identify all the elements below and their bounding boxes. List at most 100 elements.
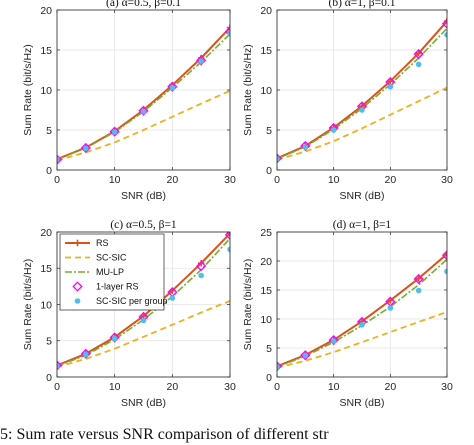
data-point-1-layer-rs <box>441 18 447 29</box>
axes-frame <box>56 9 231 171</box>
data-point-1-layer-rs <box>80 142 91 154</box>
x-tick-label: 10 <box>109 381 121 393</box>
x-tick-label: 30 <box>224 381 236 393</box>
y-axis-title: Sum Rate (bit/s/Hz) <box>22 44 34 136</box>
data-point-sc-sic-per-group <box>111 129 118 135</box>
data-point-sc-sic-per-group <box>227 30 230 36</box>
data-point-sc-sic-per-group <box>111 335 118 342</box>
x-tick-label: 0 <box>54 381 60 393</box>
y-tick-label: 0 <box>266 372 272 384</box>
legend-marker-rs <box>74 239 81 247</box>
data-point-1-layer-rs <box>328 335 339 346</box>
data-point-rs <box>415 50 422 57</box>
y-tick-label: 20 <box>40 5 52 17</box>
data-point-sc-sic-per-group <box>444 32 447 38</box>
y-axis-title: Sum Rate (bit/s/Hz) <box>242 259 254 351</box>
x-tick-label: 20 <box>384 174 396 186</box>
y-tick-label: 5 <box>266 343 272 355</box>
data-point-1-layer-rs <box>109 332 120 343</box>
data-point-1-layer-rs <box>224 232 230 241</box>
data-point-1-layer-rs <box>196 260 207 272</box>
x-axis-title: SNR (dB) <box>340 397 385 409</box>
data-point-sc-sic-per-group <box>227 246 230 253</box>
chart-panel-2: 0 10 20 30 0 5 10 15 20 SNR (dB) Sum Rate (bit/s/H… <box>242 0 453 202</box>
legend-label-sc-sic: SC-SIC <box>96 253 127 263</box>
data-point-1-layer-rs <box>57 360 63 371</box>
data-point-sc-sic-per-group <box>169 84 176 91</box>
x-tick-label: 0 <box>274 381 280 393</box>
legend-label-mu-lp: MU-LP <box>96 267 124 277</box>
x-tick-label: 0 <box>274 174 280 186</box>
x-tick-label: 0 <box>54 174 60 186</box>
legend-label-1-layer-rs: 1-layer RS <box>96 282 139 292</box>
y-tick-label: 10 <box>40 85 52 97</box>
data-point-1-layer-rs <box>441 250 447 261</box>
data-point-sc-sic-per-group <box>387 305 394 311</box>
data-point-sc-sic-per-group <box>330 338 337 344</box>
x-tick-label: 30 <box>441 174 453 186</box>
x-tick-label: 20 <box>384 381 396 393</box>
y-tick-label: 15 <box>260 45 272 57</box>
data-point-sc-sic-per-group <box>302 352 309 359</box>
axes-frame <box>276 9 448 171</box>
plot-area <box>277 18 447 164</box>
data-point-sc-sic-per-group <box>444 268 447 275</box>
axes-frame <box>276 231 448 378</box>
data-point-1-layer-rs <box>138 105 149 116</box>
data-point-sc-sic-per-group <box>198 58 204 64</box>
plot-area <box>57 24 230 165</box>
legend-marker-sc-sic-per-group <box>74 298 81 304</box>
x-axis-title: SNR (dB) <box>121 397 166 409</box>
x-tick-label: 30 <box>224 174 236 186</box>
legend-marker-1-layer-rs <box>72 281 83 292</box>
data-point-rs <box>415 275 422 282</box>
chart-panel-4: 0 10 20 30 0 5 10 15 20 25 SNR (dB) Sum Rate (bit/s… <box>242 219 453 409</box>
plot-area <box>57 232 230 371</box>
x-tick-label: 10 <box>328 381 340 393</box>
data-point-sc-sic-per-group <box>359 107 365 113</box>
y-tick-label: 20 <box>260 256 272 268</box>
series-line-sc-sic <box>57 300 230 368</box>
chart-title: (c) α=0.5, β=1 <box>110 219 177 231</box>
axes-frame <box>56 231 231 378</box>
x-axis-title: SNR (dB) <box>121 190 166 202</box>
x-tick-label: 20 <box>166 174 178 186</box>
data-point-sc-sic-per-group <box>277 364 280 370</box>
data-point-sc-sic-per-group <box>169 295 176 301</box>
y-axis-title: Sum Rate (bit/s/Hz) <box>242 44 254 136</box>
y-tick-label: 0 <box>46 372 52 384</box>
chart-title: (a) α=0.5, β=0.1 <box>106 0 181 9</box>
legend-box <box>59 233 165 311</box>
y-tick-label: 15 <box>40 263 52 275</box>
data-point-1-layer-rs <box>277 361 283 372</box>
y-tick-label: 15 <box>40 45 52 57</box>
series-line-mu-lp <box>277 27 447 160</box>
data-point-sc-sic-per-group <box>330 127 337 133</box>
x-tick-label: 10 <box>109 174 121 186</box>
data-point-sc-sic-per-group <box>140 108 147 115</box>
y-tick-label: 5 <box>46 336 52 348</box>
legend-label-sc-sic-per-group: SC-SIC per group <box>96 296 168 306</box>
y-tick-label: 20 <box>260 5 272 17</box>
y-tick-label: 0 <box>46 165 52 177</box>
chart-title: (d) α=1, β=1 <box>333 219 392 231</box>
data-point-1-layer-rs <box>80 348 91 359</box>
x-tick-label: 30 <box>441 381 453 393</box>
data-point-sc-sic-per-group <box>83 145 89 152</box>
figure-caption: 5: Sum rate versus SNR comparison of dif… <box>0 426 329 443</box>
data-point-1-layer-rs <box>57 154 63 165</box>
y-tick-label: 0 <box>266 165 272 177</box>
series-line-sc-sic <box>277 86 447 161</box>
y-axis-title: Sum Rate (bit/s/Hz) <box>22 259 34 351</box>
data-point-sc-sic-per-group <box>198 272 204 279</box>
series-line-rs <box>57 26 230 161</box>
y-tick-label: 10 <box>260 85 272 97</box>
data-point-1-layer-rs <box>224 26 230 37</box>
series-line-rs <box>277 253 447 368</box>
y-tick-label: 10 <box>40 299 52 311</box>
x-axis-title: SNR (dB) <box>340 190 385 202</box>
data-point-1-layer-rs <box>109 126 120 137</box>
data-point-rs <box>226 24 230 31</box>
y-tick-label: 5 <box>46 125 52 137</box>
